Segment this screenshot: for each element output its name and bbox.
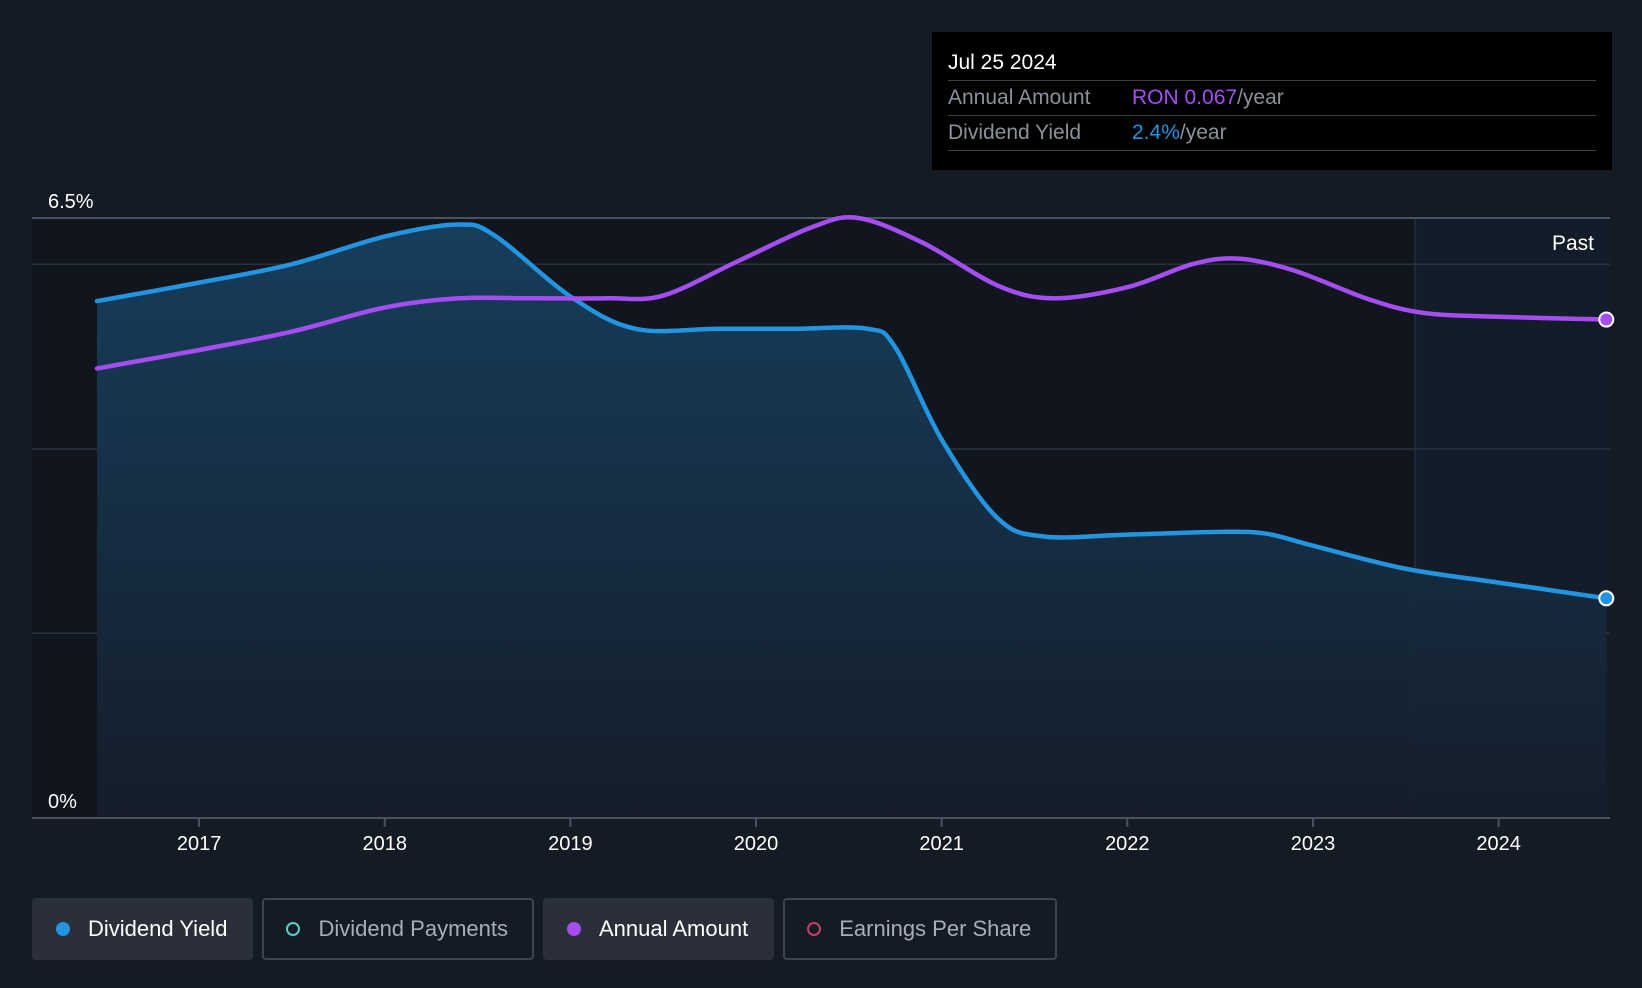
dividend-yield-area <box>96 224 1607 818</box>
legend: Dividend Yield Dividend Payments Annual … <box>32 898 1058 960</box>
legend-label: Earnings Per Share <box>839 916 1032 941</box>
tooltip-label: Dividend Yield <box>948 121 1082 144</box>
x-tick-label: 2018 <box>362 833 407 855</box>
y-tick-label: 0% <box>48 791 77 813</box>
legend-dividend-yield[interactable]: Dividend Yield <box>32 898 254 960</box>
tooltip-unit: /year <box>1237 86 1284 109</box>
tooltip-row-dividend-yield: Dividend Yield 2.4% /year <box>948 115 1596 151</box>
legend-label: Annual Amount <box>598 916 749 941</box>
legend-circle-icon <box>807 922 822 936</box>
dividend-yield-end-marker <box>1598 590 1615 607</box>
y-tick-label: 6.5% <box>48 191 94 213</box>
tooltip: Jul 25 2024 Annual Amount RON 0.067 /yea… <box>932 32 1612 170</box>
tooltip-value: RON 0.067 <box>1132 86 1238 109</box>
tooltip-label: Annual Amount <box>948 86 1091 109</box>
legend-label: Dividend Payments <box>318 916 508 941</box>
legend-earnings-per-share[interactable]: Earnings Per Share <box>783 898 1058 960</box>
x-tick-label: 2019 <box>548 833 593 855</box>
x-tick-label: 2017 <box>177 833 222 855</box>
legend-circle-icon <box>286 922 301 936</box>
legend-dot-icon <box>566 922 581 936</box>
x-tick-label: 2021 <box>919 833 964 855</box>
legend-annual-amount[interactable]: Annual Amount <box>542 898 775 960</box>
x-tick-label: 2023 <box>1291 833 1336 855</box>
x-tick-label: 2022 <box>1105 833 1150 855</box>
tooltip-value: 2.4% <box>1132 121 1180 144</box>
legend-label: Dividend Yield <box>88 916 228 941</box>
legend-dot-icon <box>56 922 70 936</box>
legend-dividend-payments[interactable]: Dividend Payments <box>262 898 534 960</box>
tooltip-row-annual-amount: Annual Amount RON 0.067 /year <box>948 80 1596 115</box>
tooltip-unit: /year <box>1179 121 1227 144</box>
past-label: Past <box>1552 232 1594 255</box>
annual-amount-end-marker <box>1598 311 1615 328</box>
tooltip-date: Jul 25 2024 <box>948 51 1057 74</box>
annual-amount-line <box>94 215 1609 371</box>
x-tick-label: 2024 <box>1476 833 1521 855</box>
dividend-yield-line <box>94 222 1609 601</box>
x-tick-label: 2020 <box>734 833 779 855</box>
